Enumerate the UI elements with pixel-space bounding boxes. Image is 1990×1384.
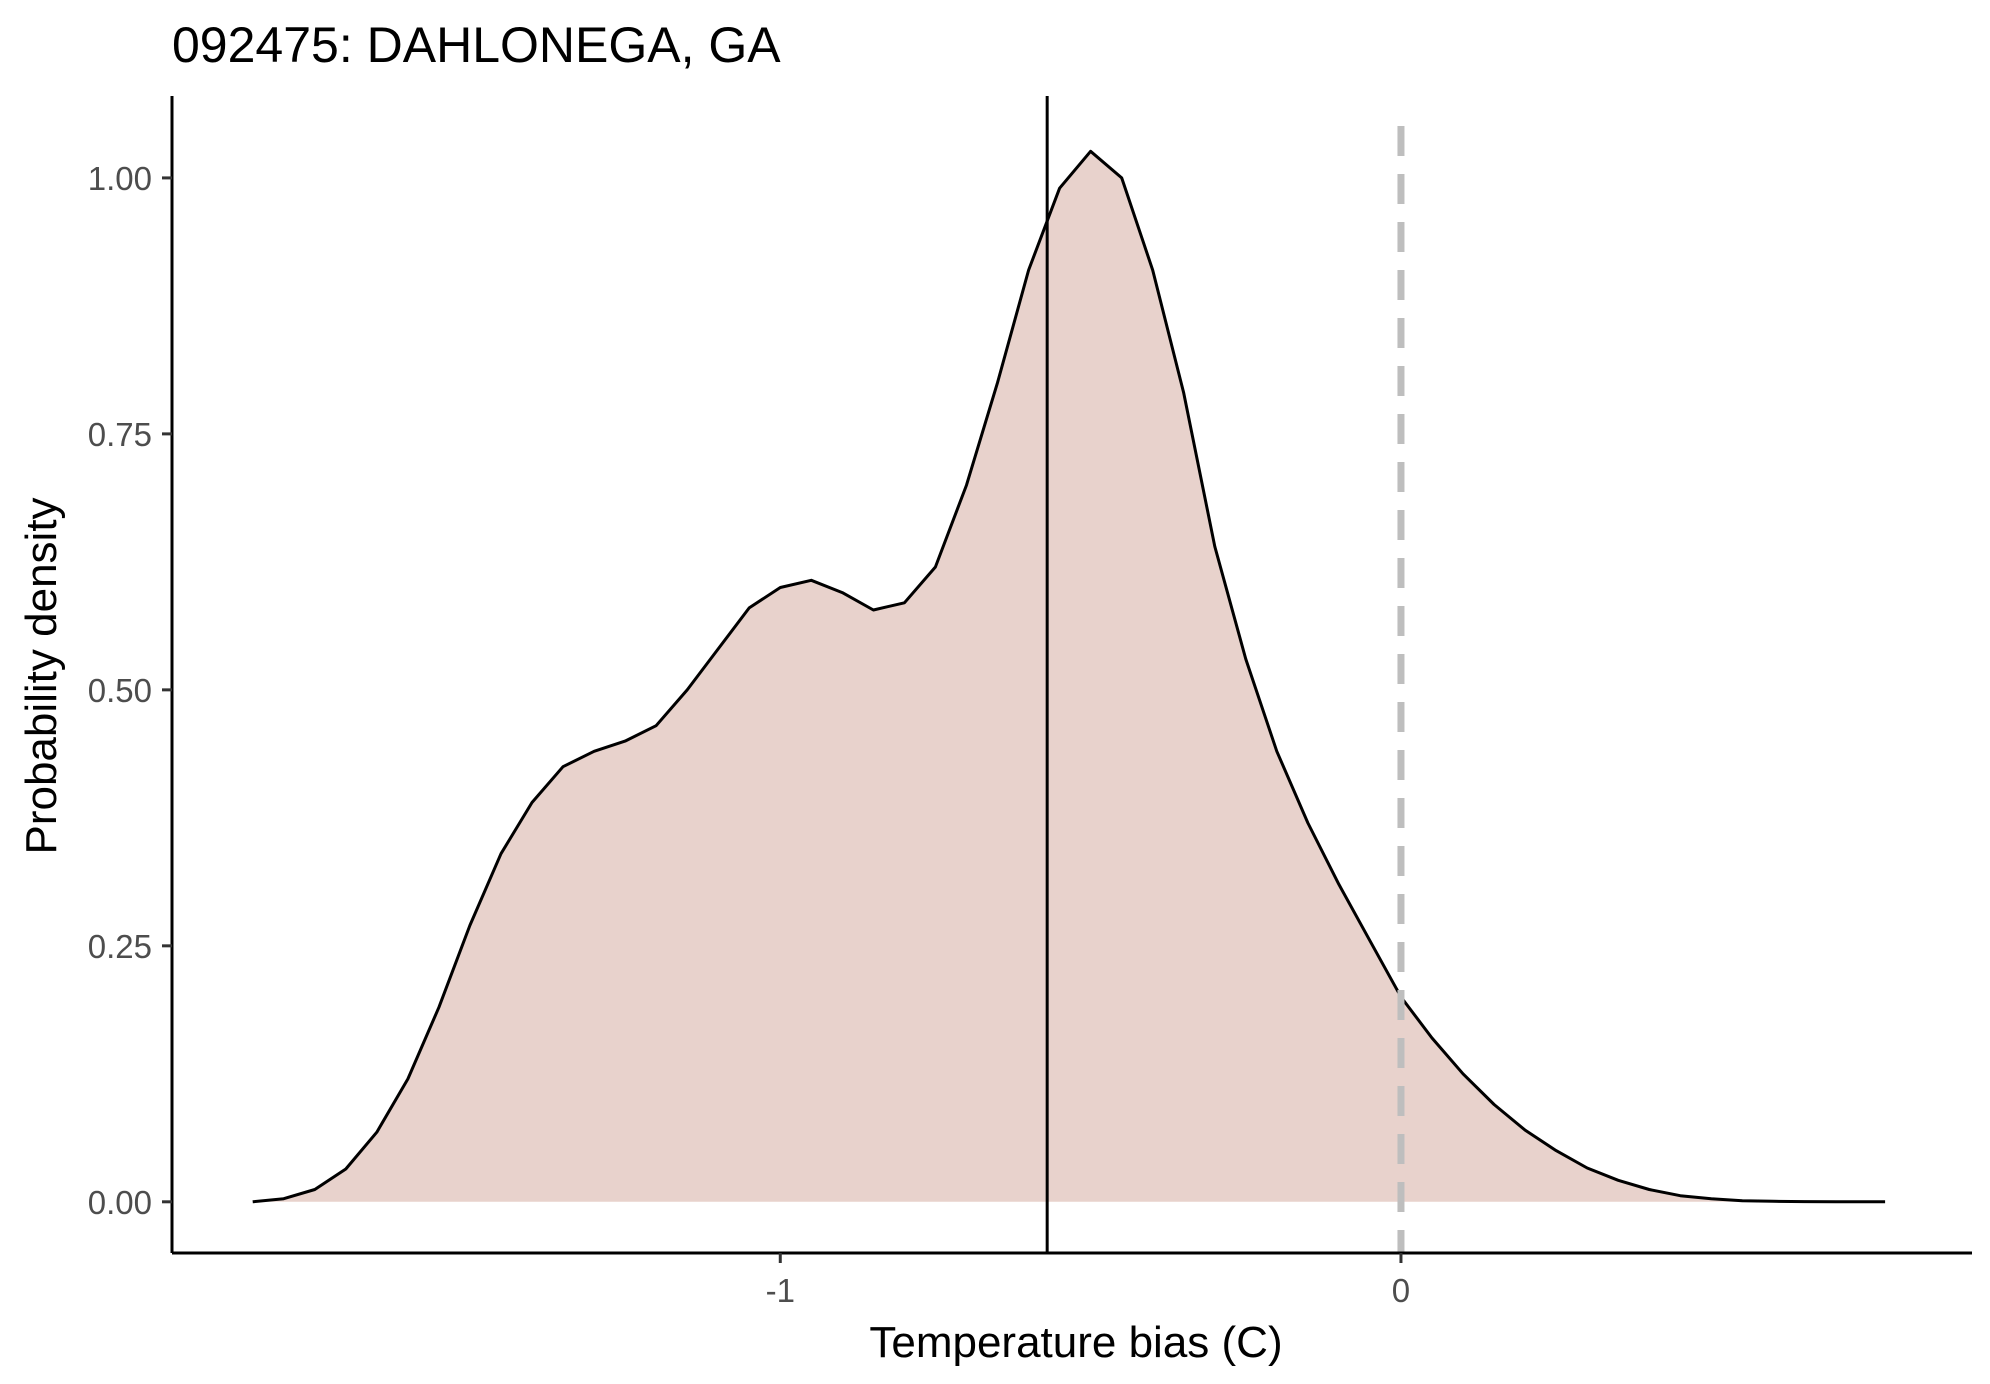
y-axis-title: Probability density <box>17 497 66 854</box>
x-tick-label: 0 <box>1392 1272 1410 1309</box>
density-area <box>252 151 1886 1202</box>
x-tick-label: -1 <box>766 1272 795 1309</box>
y-tick-label: 0.50 <box>88 672 152 709</box>
density-curve <box>252 149 1886 1204</box>
y-tick-label: 0.00 <box>88 1184 152 1221</box>
y-axis-ticks: 0.00 0.25 0.50 0.75 1.00 <box>88 160 172 1221</box>
y-tick-label: 1.00 <box>88 160 152 197</box>
y-tick-label: 0.25 <box>88 928 152 965</box>
x-axis-ticks: -1 0 <box>766 1253 1410 1309</box>
x-axis-title: Temperature bias (C) <box>869 1318 1282 1367</box>
y-tick-label: 0.75 <box>88 416 152 453</box>
plot-area <box>252 96 1886 1253</box>
chart-title: 092475: DAHLONEGA, GA <box>172 17 781 73</box>
